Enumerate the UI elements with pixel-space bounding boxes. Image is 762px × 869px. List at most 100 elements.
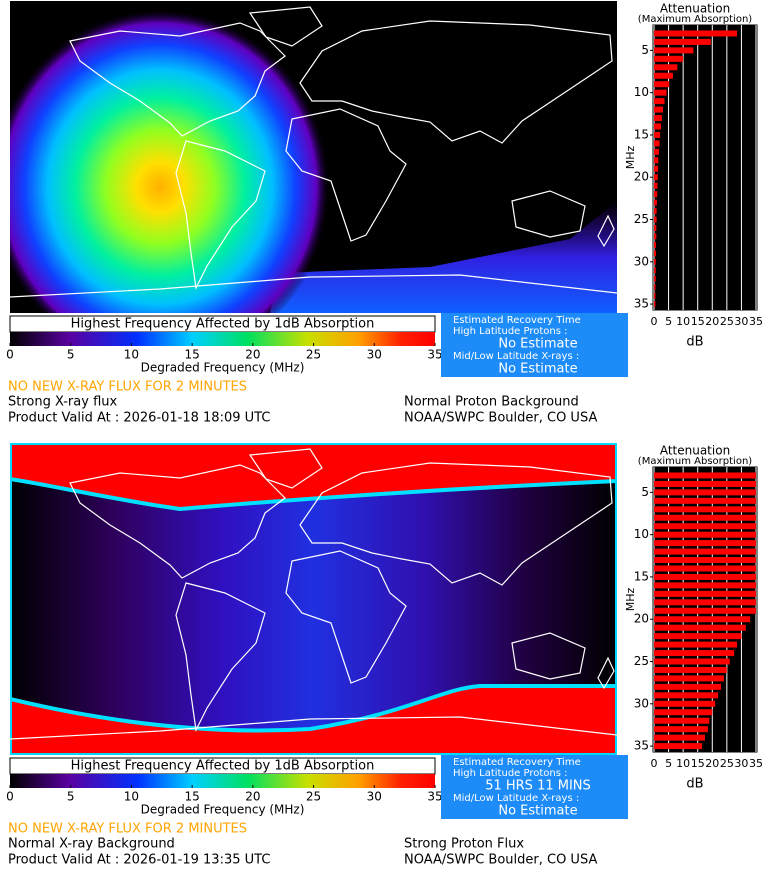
colorbar-tick-label: 20 — [245, 348, 260, 362]
bar — [654, 123, 661, 130]
bar — [654, 224, 657, 231]
bar — [654, 683, 722, 690]
bar — [654, 506, 756, 513]
bar — [654, 624, 746, 631]
bar — [654, 565, 756, 572]
proton-status: Strong Proton Flux — [404, 837, 524, 852]
colorbar-xlabel: Degraded Frequency (MHz) — [141, 803, 305, 817]
recovery-value: No Estimate — [498, 804, 577, 819]
north-polar-cap — [10, 443, 617, 512]
bar — [654, 81, 670, 88]
y-tick-label: 5 — [641, 43, 649, 57]
bar — [654, 675, 724, 682]
bar — [654, 208, 657, 215]
colorbar-tick-label: 15 — [185, 790, 200, 804]
bar — [654, 182, 658, 189]
recovery-value: No Estimate — [498, 337, 577, 352]
x-axis-label: dB — [686, 335, 703, 350]
x-tick-label: 30 — [734, 315, 748, 328]
attenuation-title: Attenuation — [660, 2, 730, 16]
y-axis-label: MHz — [624, 146, 637, 170]
xray-status: Strong X-ray flux — [8, 395, 117, 410]
polar-absorption — [270, 201, 617, 313]
bar — [654, 233, 657, 240]
x-tick-label: 15 — [691, 315, 705, 328]
south-polar-cap — [10, 684, 617, 755]
world-map — [9, 1, 618, 313]
bar — [654, 148, 659, 155]
colorbar-tick-label: 30 — [367, 790, 382, 804]
colorbar-tick-label: 30 — [367, 348, 382, 362]
recovery-title: Estimated Recovery Time — [453, 315, 581, 326]
bar — [654, 650, 735, 657]
dayside-absorption — [10, 9, 330, 313]
colorbar-tick-label: 5 — [67, 348, 75, 362]
colorbar-tick-label: 20 — [245, 790, 260, 804]
bar — [654, 666, 727, 673]
colorbar — [10, 774, 435, 788]
bar — [654, 582, 756, 589]
recovery-box — [441, 313, 628, 377]
bar — [654, 590, 756, 597]
bar — [654, 692, 719, 699]
colorbar-tick-label: 25 — [306, 348, 321, 362]
bar — [654, 480, 756, 487]
proton-status: Normal Proton Background — [404, 395, 579, 410]
y-tick-label: 5 — [641, 485, 649, 499]
x-tick-label: 0 — [651, 315, 658, 328]
y-tick-label: 10 — [634, 527, 649, 541]
recovery-label: High Latitude Protons : — [453, 768, 568, 779]
recovery-title: Estimated Recovery Time — [453, 757, 581, 768]
absorption-field — [10, 9, 617, 313]
colorbar-tick-label: 35 — [427, 348, 442, 362]
xray-notice: NO NEW X-RAY FLUX FOR 2 MINUTES — [8, 380, 247, 395]
colorbar-tick-label: 5 — [67, 790, 75, 804]
x-tick-label: 35 — [749, 757, 762, 770]
recovery-label: Mid/Low Latitude X-rays : — [453, 793, 579, 804]
bar — [654, 241, 657, 248]
x-tick-label: 5 — [665, 757, 672, 770]
valid-at: Product Valid At : 2026-01-18 18:09 UTC — [8, 411, 270, 426]
bar — [654, 47, 694, 54]
bar — [654, 199, 657, 206]
colorbar-tick-label: 10 — [124, 348, 139, 362]
bar — [654, 191, 658, 198]
bar — [654, 98, 665, 105]
y-tick-label: 35 — [634, 297, 649, 311]
bar — [654, 292, 656, 299]
colorbar-title: Highest Frequency Affected by 1dB Absorp… — [71, 317, 375, 332]
x-tick-label: 35 — [749, 315, 762, 328]
y-tick-label: 10 — [634, 85, 649, 99]
bar — [654, 216, 657, 223]
bar — [654, 717, 710, 724]
recovery-label: High Latitude Protons : — [453, 326, 568, 337]
x-axis-label: dB — [686, 777, 703, 792]
x-tick-label: 30 — [734, 757, 748, 770]
bar — [654, 548, 756, 555]
bar — [654, 174, 658, 181]
bar — [654, 131, 661, 138]
bar — [654, 115, 662, 122]
y-tick-label: 25 — [634, 212, 649, 226]
y-tick-label: 15 — [634, 127, 649, 141]
y-tick-label: 25 — [634, 654, 649, 668]
recovery-value: 51 HRS 11 MINS — [485, 779, 591, 794]
recovery-value: No Estimate — [498, 362, 577, 377]
x-tick-label: 0 — [651, 757, 658, 770]
bar — [654, 72, 673, 79]
xray-notice: NO NEW X-RAY FLUX FOR 2 MINUTES — [8, 822, 247, 837]
bar — [654, 497, 756, 504]
x-tick-label: 5 — [665, 315, 672, 328]
world-map — [9, 443, 618, 755]
y-tick-label: 35 — [634, 739, 649, 753]
x-tick-label: 10 — [676, 757, 690, 770]
y-tick-label: 30 — [634, 696, 649, 710]
recovery-box — [441, 755, 628, 819]
y-tick-label: 15 — [634, 569, 649, 583]
bar — [654, 709, 713, 716]
bar — [654, 523, 756, 530]
attenuation-plot — [652, 24, 758, 311]
colorbar-xlabel: Degraded Frequency (MHz) — [141, 361, 305, 375]
bar — [654, 64, 678, 71]
